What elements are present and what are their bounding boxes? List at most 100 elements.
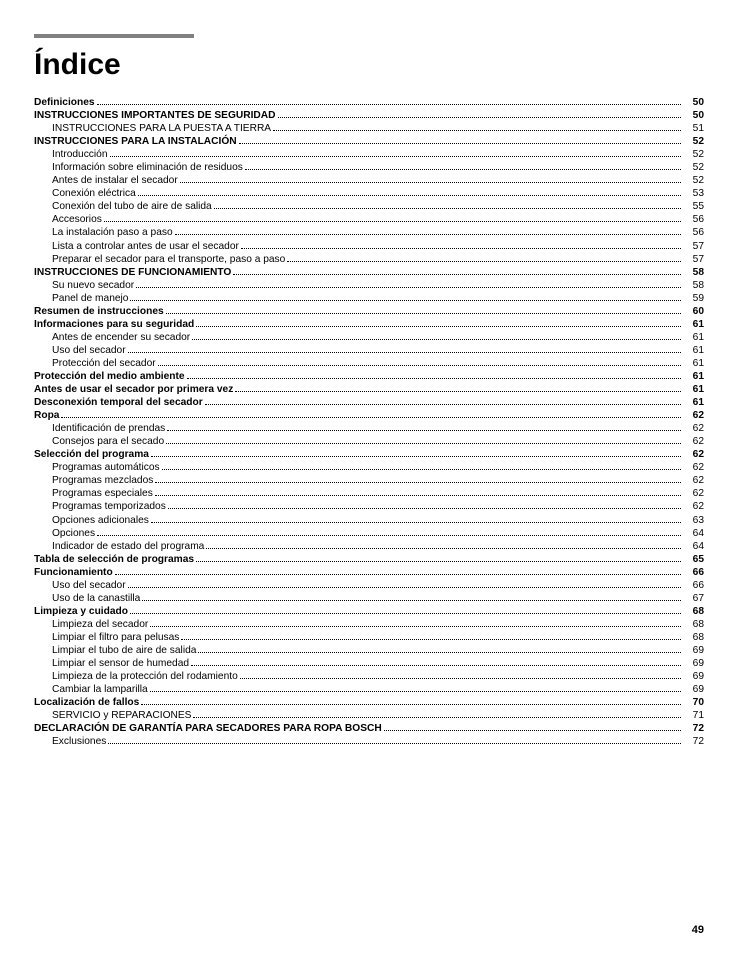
toc-page: 68 [684,631,704,644]
toc-row: Antes de instalar el secador52 [34,174,704,187]
toc-page: 62 [684,409,704,422]
toc-page: 58 [684,279,704,292]
toc-row: INSTRUCCIONES IMPORTANTES DE SEGURIDAD50 [34,109,704,122]
toc-page: 62 [684,500,704,513]
toc-label: Informaciones para su seguridad [34,318,194,331]
toc-leader-dots [151,450,681,458]
toc-row: INSTRUCCIONES PARA LA PUESTA A TIERRA51 [34,122,704,135]
toc-page: 71 [684,709,704,722]
toc-label-wrap: Informaciones para su seguridad [34,318,684,331]
toc-leader-dots [151,515,681,523]
toc-label: La instalación paso a paso [52,226,173,239]
toc-page: 61 [684,344,704,357]
toc-leader-dots [110,150,682,158]
toc-page: 66 [684,579,704,592]
toc-leader-dots [239,137,681,145]
toc-leader-dots [128,345,681,353]
toc-label-wrap: Introducción [34,148,684,161]
toc-page: 53 [684,187,704,200]
toc-label: Opciones adicionales [52,514,149,527]
toc-leader-dots [150,684,681,692]
toc-leader-dots [214,202,681,210]
toc-label-wrap: Uso del secador [34,579,684,592]
toc-page: 67 [684,592,704,605]
toc-label-wrap: Limpiar el filtro para pelusas [34,631,684,644]
toc-leader-dots [130,606,681,614]
toc-row: Selección del programa62 [34,448,704,461]
toc-label-wrap: Programas especiales [34,487,684,500]
toc-row: INSTRUCCIONES DE FUNCIONAMIENTO58 [34,266,704,279]
toc-label: Indicador de estado del programa [52,540,204,553]
toc-page: 64 [684,527,704,540]
toc-label: Panel de manejo [52,292,128,305]
toc-label-wrap: Limpieza y cuidado [34,605,684,618]
toc-row: Identificación de prendas62 [34,422,704,435]
toc-page: 56 [684,213,704,226]
toc-page: 58 [684,266,704,279]
toc-label-wrap: Localización de fallos [34,696,684,709]
toc-label: Selección del programa [34,448,149,461]
toc-row: Resumen de instrucciones60 [34,305,704,318]
toc-label: Introducción [52,148,108,161]
toc-leader-dots [245,163,681,171]
toc-leader-dots [97,97,681,105]
toc-leader-dots [150,619,681,627]
toc-row: DECLARACIÓN DE GARANTÍA PARA SECADORES P… [34,722,704,735]
toc-row: Opciones adicionales63 [34,514,704,527]
toc-row: Información sobre eliminación de residuo… [34,161,704,174]
toc-label: Ropa [34,409,59,422]
toc-row: Uso del secador61 [34,344,704,357]
toc-row: Localización de fallos70 [34,696,704,709]
toc-label: Uso del secador [52,579,126,592]
toc-label-wrap: INSTRUCCIONES DE FUNCIONAMIENTO [34,266,684,279]
header-rule [34,34,194,38]
toc-page: 59 [684,292,704,305]
toc-page: 61 [684,357,704,370]
toc-label-wrap: Programas automáticos [34,461,684,474]
toc-leader-dots [136,280,681,288]
toc-page: 61 [684,331,704,344]
toc-label: Protección del secador [52,357,156,370]
toc-label-wrap: Ropa [34,409,684,422]
toc-label: Funcionamiento [34,566,113,579]
toc-row: La instalación paso a paso56 [34,226,704,239]
toc-page: 50 [684,109,704,122]
toc-label: Consejos para el secado [52,435,164,448]
toc-row: Protección del secador 61 [34,357,704,370]
toc-leader-dots [193,711,681,719]
page-title: Índice [34,48,704,82]
toc-row: Programas mezclados62 [34,474,704,487]
toc-page: 68 [684,618,704,631]
toc-page: 52 [684,161,704,174]
toc-leader-dots [141,698,681,706]
toc-row: Limpieza del secador68 [34,618,704,631]
toc-leader-dots [233,267,681,275]
toc-label-wrap: Exclusiones [34,735,684,748]
toc-leader-dots [192,332,681,340]
toc-row: Ropa 62 [34,409,704,422]
toc-label: SERVICIO y REPARACIONES [52,709,191,722]
toc-page: 62 [684,435,704,448]
toc-row: Definiciones50 [34,96,704,109]
toc-leader-dots [181,632,681,640]
toc-row: Su nuevo secador 58 [34,279,704,292]
toc-page: 62 [684,487,704,500]
toc-row: Tabla de selección de programas65 [34,553,704,566]
toc-page: 60 [684,305,704,318]
toc-label: Protección del medio ambiente [34,370,185,383]
toc-leader-dots [205,397,681,405]
toc-label: Programas especiales [52,487,153,500]
toc-row: Limpiar el filtro para pelusas68 [34,631,704,644]
toc-label: Accesorios [52,213,102,226]
toc-row: Opciones64 [34,527,704,540]
toc-row: Lista a controlar antes de usar el secad… [34,240,704,253]
toc-label: Limpiar el tubo de aire de salida [52,644,196,657]
toc-label-wrap: Conexión eléctrica [34,187,684,200]
toc-leader-dots [97,528,681,536]
toc-label: Antes de instalar el secador [52,174,178,187]
toc-label-wrap: Preparar el secador para el transporte, … [34,253,684,266]
toc-label: Su nuevo secador [52,279,134,292]
toc-label-wrap: Limpieza del secador [34,618,684,631]
toc-leader-dots [128,580,681,588]
toc-row: Limpiar el sensor de humedad69 [34,657,704,670]
